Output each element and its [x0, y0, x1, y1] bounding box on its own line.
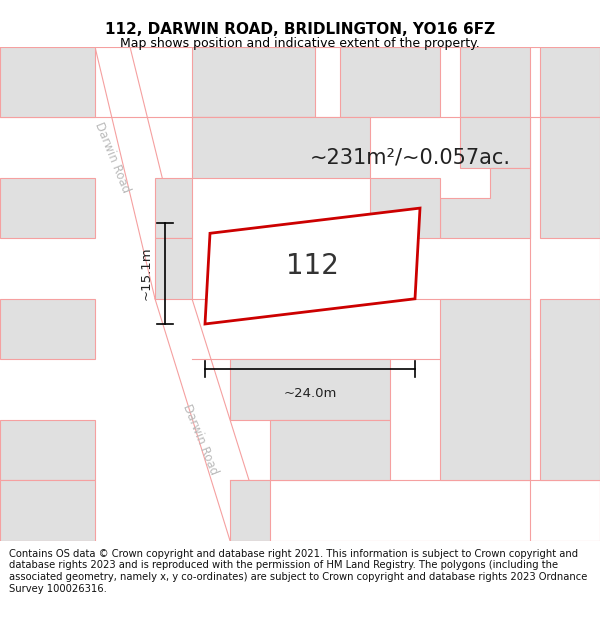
Polygon shape [440, 299, 530, 480]
Polygon shape [460, 47, 530, 118]
Polygon shape [155, 238, 192, 299]
Text: Contains OS data © Crown copyright and database right 2021. This information is : Contains OS data © Crown copyright and d… [9, 549, 587, 594]
Text: Darwin Road: Darwin Road [180, 402, 220, 477]
Text: ~24.0m: ~24.0m [283, 388, 337, 401]
Polygon shape [340, 47, 440, 118]
Polygon shape [540, 118, 600, 238]
Polygon shape [230, 359, 390, 420]
Polygon shape [155, 178, 192, 238]
Polygon shape [440, 168, 530, 238]
Polygon shape [270, 420, 390, 480]
Polygon shape [0, 299, 95, 359]
Polygon shape [540, 299, 600, 480]
Text: Darwin Road: Darwin Road [92, 121, 132, 195]
Polygon shape [370, 178, 440, 238]
Polygon shape [540, 47, 600, 118]
Polygon shape [0, 47, 95, 118]
Text: ~15.1m: ~15.1m [140, 247, 153, 301]
Polygon shape [0, 480, 95, 541]
Polygon shape [192, 47, 315, 118]
Polygon shape [205, 208, 420, 324]
Polygon shape [192, 118, 315, 168]
Polygon shape [192, 118, 370, 178]
Polygon shape [0, 178, 95, 238]
Polygon shape [0, 420, 95, 480]
Polygon shape [230, 480, 270, 541]
Text: 112: 112 [286, 252, 339, 280]
Text: 112, DARWIN ROAD, BRIDLINGTON, YO16 6FZ: 112, DARWIN ROAD, BRIDLINGTON, YO16 6FZ [105, 22, 495, 38]
Text: ~231m²/~0.057ac.: ~231m²/~0.057ac. [310, 148, 511, 168]
Text: Map shows position and indicative extent of the property.: Map shows position and indicative extent… [120, 38, 480, 50]
Polygon shape [460, 118, 530, 168]
